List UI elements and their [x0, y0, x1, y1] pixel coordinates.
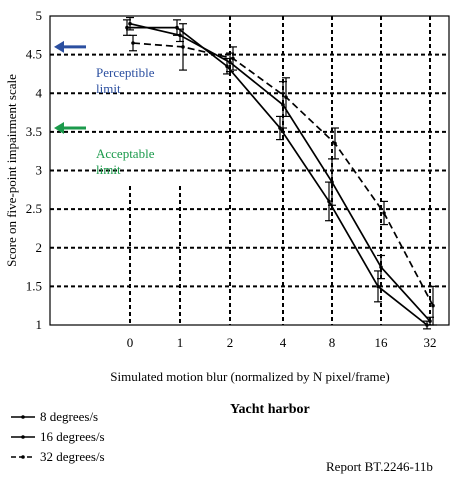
chart-subtitle: Yacht harbor [230, 402, 310, 417]
data-point [175, 25, 179, 30]
annotation-label: limit [96, 162, 121, 177]
x-axis-label: Simulated motion blur (normalized by N p… [110, 369, 389, 384]
data-point [431, 303, 435, 308]
y-ticks: 1 1.5 2 2.5 3 3.5 4 4.5 5 [26, 8, 43, 332]
plot-frame [49, 15, 450, 326]
data-point [330, 180, 334, 184]
data-point [281, 103, 285, 107]
y-tick-label: 5 [36, 8, 43, 23]
y-tick-label: 4 [36, 85, 43, 100]
data-point [228, 60, 232, 65]
legend-swatch-dashed [11, 455, 35, 459]
data-point [284, 95, 288, 99]
x-tick-label: 0 [127, 335, 134, 350]
y-tick-label: 2 [36, 240, 43, 255]
data-point [128, 21, 132, 26]
x-ticks: 0 1 2 4 8 16 32 [127, 335, 437, 350]
data-point [379, 265, 383, 269]
annotation-label: limit [96, 81, 121, 96]
x-tick-label: 2 [227, 335, 234, 350]
data-point [231, 56, 235, 61]
legend-item: 8 degrees/s [10, 407, 105, 427]
legend-label: 16 degrees/s [40, 429, 105, 444]
legend-swatch-solid [11, 415, 35, 419]
x-tick-label: 4 [280, 335, 287, 350]
y-tick-label: 1.5 [26, 278, 42, 293]
data-point [181, 45, 185, 49]
annotation-label: Acceptable [96, 146, 155, 161]
legend: 8 degrees/s 16 degrees/s 32 degrees/s [10, 407, 105, 467]
data-point [333, 141, 337, 146]
legend-label: 8 degrees/s [40, 409, 99, 424]
data-point [178, 33, 182, 38]
series-line [129, 22, 431, 322]
data-point [225, 64, 229, 69]
legend-label: 32 degrees/s [40, 449, 105, 464]
series-lines [123, 16, 437, 330]
y-tick-label: 4.5 [26, 47, 42, 62]
data-point [131, 41, 135, 45]
data-point [428, 319, 432, 323]
y-axis-label: Score on five-point impairment scale [4, 74, 19, 267]
legend-swatch-solid [11, 435, 35, 439]
y-tick-label: 3 [36, 163, 43, 178]
data-point [327, 199, 331, 204]
legend-item: 16 degrees/s [10, 427, 105, 447]
annotation-label: Perceptible [96, 65, 155, 80]
data-point [125, 25, 129, 30]
y-tick-label: 1 [36, 317, 43, 332]
x-tick-label: 8 [329, 335, 336, 350]
report-reference: Report BT.2246-11b [326, 459, 433, 474]
x-tick-label: 16 [375, 335, 389, 350]
annotation-arrow-head [54, 122, 64, 135]
data-point [382, 211, 386, 215]
data-point [376, 284, 380, 289]
y-tick-label: 2.5 [26, 201, 42, 216]
legend-item: 32 degrees/s [10, 447, 105, 467]
x-tick-label: 1 [177, 335, 184, 350]
annotation-arrow-head [54, 40, 64, 53]
x-tick-label: 32 [424, 335, 437, 350]
y-tick-label: 3.5 [26, 124, 42, 139]
